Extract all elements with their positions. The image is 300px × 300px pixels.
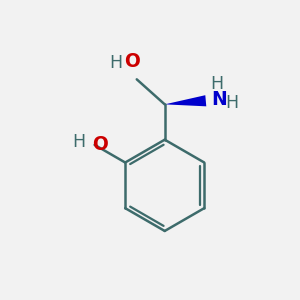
Text: O: O <box>124 52 140 71</box>
Text: O: O <box>92 135 108 154</box>
Text: H: H <box>225 94 238 112</box>
Text: H: H <box>72 134 85 152</box>
Text: H: H <box>109 54 122 72</box>
Text: H: H <box>210 75 224 93</box>
Text: N: N <box>211 90 227 109</box>
Polygon shape <box>165 95 206 106</box>
